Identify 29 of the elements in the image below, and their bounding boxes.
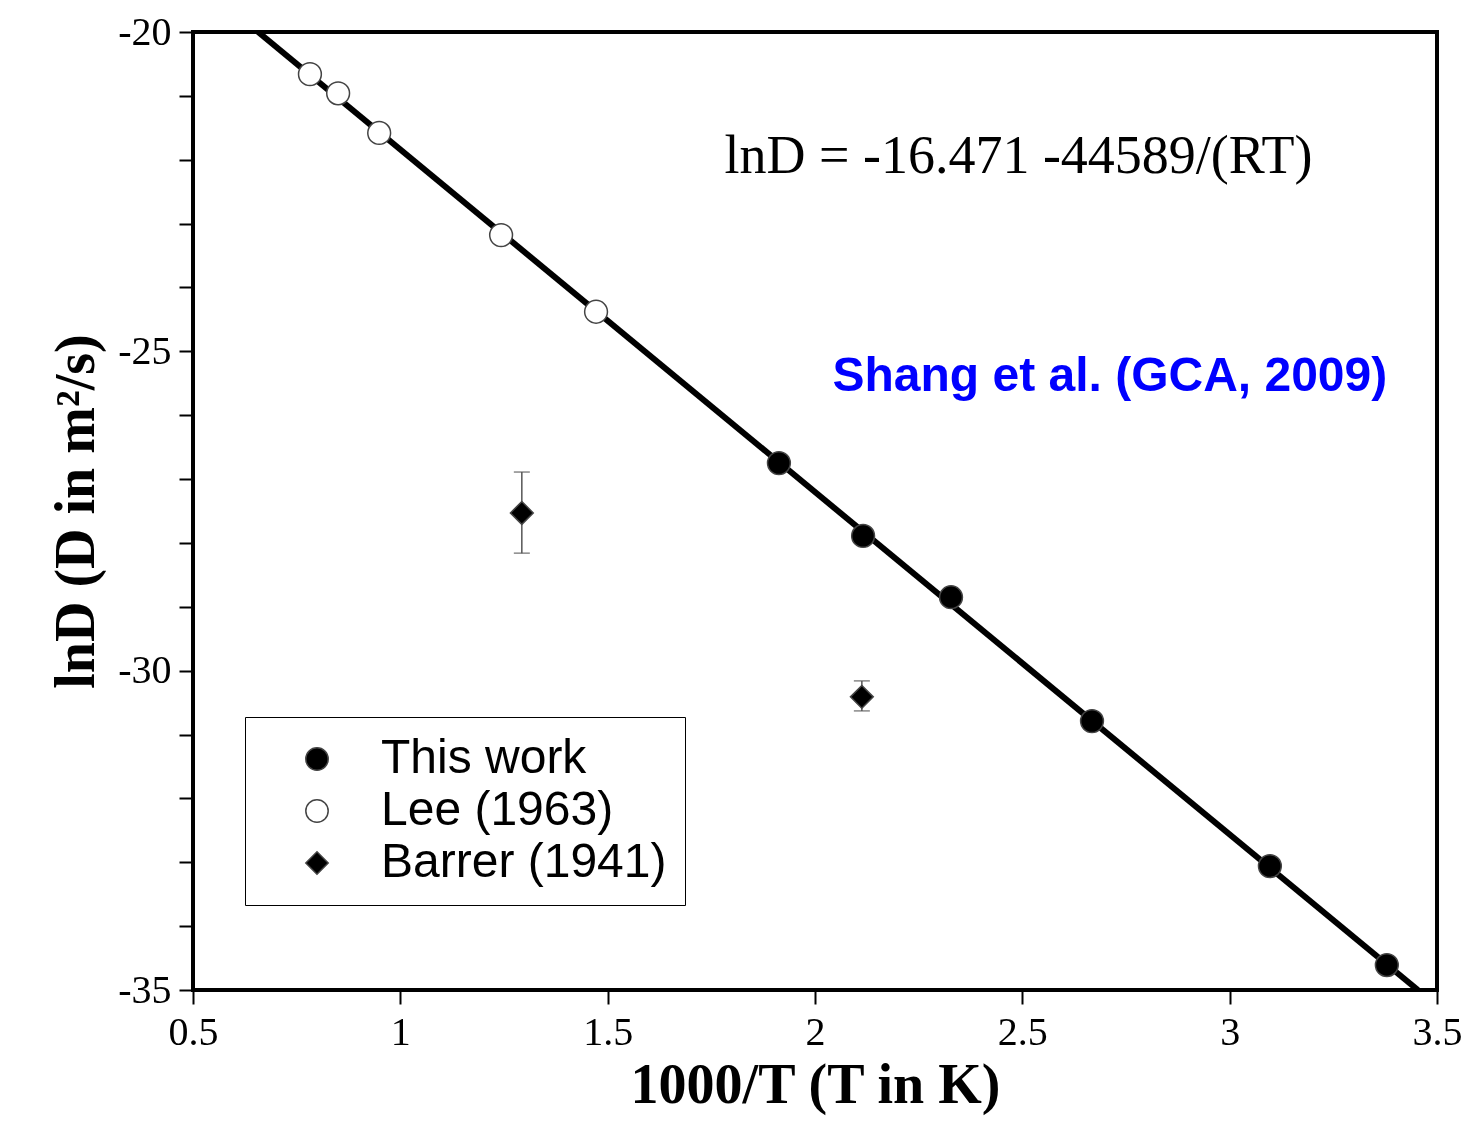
point [325, 81, 351, 106]
y-tick-label: -20 [118, 8, 172, 54]
point [938, 585, 964, 610]
x-tick-label: 3.5 [1412, 1008, 1463, 1054]
x-tick-label: 2 [805, 1008, 826, 1054]
point [488, 222, 514, 248]
legend-label: Barrer (1941) [381, 834, 667, 887]
annotation: lnD = -16.471 -44589/(RT) [724, 125, 1313, 185]
point [509, 500, 534, 526]
x-tick-label: 1.5 [583, 1008, 634, 1054]
legend-label: Lee (1963) [381, 782, 614, 835]
point [1374, 952, 1399, 978]
x-tick-label: 1 [390, 1008, 411, 1054]
x-tick-label: 2.5 [997, 1008, 1048, 1054]
y-axis-title: lnD (D in m²/s) [44, 334, 108, 689]
point [1257, 853, 1283, 879]
point [850, 523, 876, 549]
point [1079, 708, 1105, 734]
x-tick-label: 3 [1220, 1008, 1241, 1054]
point [766, 450, 792, 476]
x-axis-title: 1000/T (T in K) [630, 1052, 1001, 1116]
annotation: Shang et al. (GCA, 2009) [832, 348, 1388, 401]
point [367, 120, 392, 146]
point [297, 62, 323, 87]
y-tick-label: -30 [118, 647, 172, 693]
y-tick-label: -25 [118, 327, 172, 373]
point [849, 684, 875, 709]
point [583, 299, 609, 324]
legend-label: This work [381, 730, 588, 783]
